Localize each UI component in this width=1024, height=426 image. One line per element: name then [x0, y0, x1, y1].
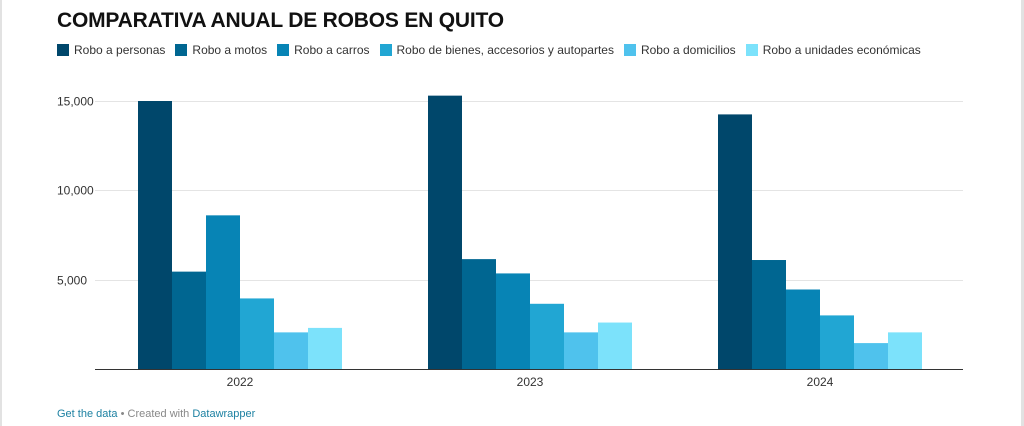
bar	[496, 273, 530, 369]
bar	[888, 332, 922, 369]
bar	[240, 298, 274, 369]
get-the-data-link[interactable]: Get the data	[57, 408, 118, 420]
legend-swatch	[277, 44, 290, 56]
bar	[598, 322, 632, 369]
datawrapper-link[interactable]: Datawrapper	[192, 408, 256, 420]
legend-swatch	[745, 44, 758, 56]
chart-legend: Robo a personas Robo a motos Robo a carros…	[57, 43, 931, 57]
chart-footer: Get the data • Created with Datawrapper	[57, 408, 255, 420]
bar	[206, 215, 240, 369]
bar	[138, 101, 172, 369]
legend-item: Robo a motos	[175, 43, 267, 57]
y-tick-label: 5,000	[57, 274, 87, 288]
y-tick-label: 10,000	[57, 184, 94, 198]
bar	[820, 315, 854, 369]
bar	[786, 289, 820, 369]
frame-right-border	[1021, 0, 1024, 426]
bar	[564, 332, 598, 369]
legend-swatch	[379, 44, 392, 56]
legend-item: Robo de bienes, accesorios y autopartes	[379, 43, 614, 57]
legend-label: Robo de bienes, accesorios y autopartes	[396, 43, 614, 57]
bar	[428, 95, 462, 369]
legend-label: Robo a unidades económicas	[762, 43, 921, 57]
y-tick-label: 15,000	[57, 95, 94, 109]
bar	[530, 303, 564, 369]
bar	[854, 343, 888, 369]
legend-label: Robo a personas	[74, 43, 166, 57]
legend-label: Robo a motos	[192, 43, 268, 57]
legend-item: Robo a personas	[57, 43, 165, 57]
bar	[172, 271, 206, 369]
legend-item: Robo a carros	[277, 43, 370, 57]
x-tick-label: 2022	[227, 375, 254, 389]
bar	[274, 332, 308, 369]
x-tick-label: 2023	[517, 375, 544, 389]
frame-left-border	[0, 0, 2, 426]
legend-swatch	[623, 44, 636, 56]
chart-title: COMPARATIVA ANUAL DE ROBOS EN QUITO	[57, 9, 504, 32]
x-tick-label: 2024	[807, 375, 834, 389]
legend-label: Robo a domicilios	[640, 43, 736, 57]
bar	[462, 259, 496, 369]
footer-created-with: • Created with	[117, 408, 193, 420]
legend-label: Robo a carros	[294, 43, 370, 57]
bar	[718, 114, 752, 370]
bar	[752, 260, 786, 369]
legend-swatch	[175, 44, 188, 56]
legend-item: Robo a domicilios	[623, 43, 736, 57]
legend-item: Robo a unidades económicas	[745, 43, 921, 57]
bar	[308, 327, 342, 369]
legend-swatch	[57, 44, 69, 56]
